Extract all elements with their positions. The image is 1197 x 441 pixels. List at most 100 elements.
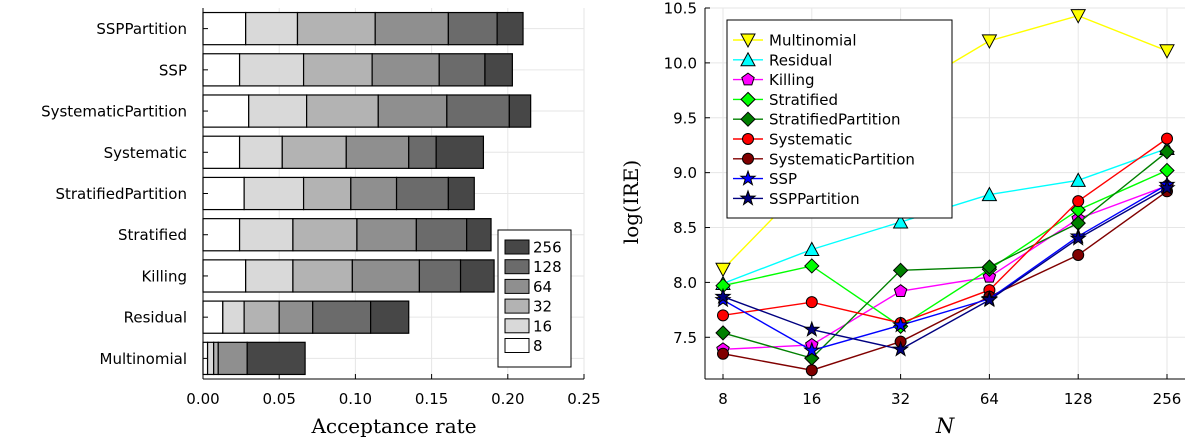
log-ire-line-chart: 8 16 32 64 128 256 7.5 8.0 8.5 9.0 9.5 10.0 10.5 N l…: [619, 0, 1185, 438]
bar-segment: [415, 218, 468, 252]
y-tick-label: Multinomial: [100, 350, 188, 368]
y-tick-label: 10.5: [664, 0, 697, 18]
bar-segment: [302, 176, 352, 211]
data-point: [803, 320, 821, 337]
data-point: [1072, 195, 1085, 208]
series-line: [722, 187, 1168, 351]
x-tick-label: 256: [1153, 390, 1182, 408]
bar-segment: [243, 176, 305, 211]
data-point: [1161, 132, 1173, 145]
legend-label: 8: [533, 337, 543, 355]
legend-marker: [740, 111, 756, 127]
bar-segment: [245, 259, 294, 293]
bar-segment: [292, 259, 353, 293]
legend-marker: [740, 33, 756, 49]
legend-frame: [726, 19, 953, 219]
data-point: [892, 262, 909, 279]
bar-segment: [278, 300, 314, 334]
bar-segment: [281, 135, 347, 169]
bar-segment: [418, 259, 462, 293]
bar-segment: [356, 218, 417, 252]
y-tick-label: Residual: [124, 309, 187, 327]
bar-segment: [248, 94, 308, 128]
bar-segment: [202, 94, 250, 128]
data-point: [717, 347, 729, 360]
left-tick-labels: 0.00 0.05 0.10 0.15 0.20 0.25 Multinomial Resid…: [41, 20, 601, 408]
left-x-axis-label: Acceptance rate: [310, 414, 476, 438]
bar-segment: [377, 94, 448, 128]
legend-label: 256: [533, 239, 562, 257]
bar-segment: [202, 176, 245, 211]
data-point: [1159, 144, 1175, 160]
bar-segment: [345, 135, 410, 169]
data-point: [717, 309, 729, 322]
series-line: [722, 184, 1168, 352]
legend-swatch: [504, 239, 530, 255]
y-tick-label: Systematic: [104, 144, 187, 162]
legend-label: 32: [533, 298, 552, 316]
x-tick-label: 0.10: [339, 390, 372, 408]
y-tick-label: Killing: [141, 267, 187, 285]
legend-label: Residual: [769, 51, 832, 69]
data-point: [981, 186, 998, 202]
bar-segment: [438, 53, 486, 87]
right-axes: [704, 8, 1185, 380]
x-tick-label: 0.25: [567, 390, 600, 408]
data-point: [803, 241, 820, 256]
y-tick-label: Stratified: [118, 226, 187, 244]
y-tick-label: 8.0: [673, 274, 697, 292]
data-point: [715, 262, 731, 278]
y-tick-label: SSP: [159, 61, 187, 79]
series-line: [722, 138, 1168, 324]
data-point: [892, 316, 910, 333]
legend-marker: [739, 169, 757, 186]
legend-marker: [741, 72, 755, 86]
legend-label: 16: [533, 317, 552, 335]
legend-swatch: [504, 318, 530, 334]
bar-segment: [202, 218, 241, 252]
data-point: [714, 287, 732, 304]
bar-segment: [370, 300, 410, 334]
data-point: [715, 325, 731, 341]
x-tick-label: 0.15: [415, 390, 448, 408]
y-tick-label: 9.0: [673, 164, 697, 182]
right-x-axis-label: N: [935, 414, 955, 438]
bar-segment: [202, 11, 247, 46]
legend-marker: [739, 189, 757, 206]
bar-segment: [447, 11, 498, 46]
right-tick-labels: 8 16 32 64 128 256 7.5 8.0 8.5 9.0 9.5 10.0 10.5: [664, 0, 1182, 408]
legend-marker: [740, 91, 756, 108]
x-tick-label: 8: [718, 390, 728, 408]
bar-segment: [222, 300, 245, 334]
bar-segment: [466, 218, 492, 252]
y-tick-label: SystematicPartition: [41, 103, 187, 121]
bar-segment: [351, 259, 421, 293]
data-point: [805, 364, 818, 377]
bar-segment: [238, 218, 294, 252]
bar-segment: [395, 176, 449, 211]
bar-segment: [202, 259, 247, 293]
bar-segment: [435, 135, 485, 169]
right-y-axis-label: log(IRE): [619, 160, 643, 244]
bar-segment: [302, 53, 373, 87]
data-point: [805, 296, 818, 309]
data-point: [803, 341, 821, 358]
bar-segment: [213, 341, 219, 376]
bar-segment: [202, 53, 241, 87]
bar-segment: [447, 176, 475, 211]
bar-segment: [306, 94, 379, 128]
data-point: [1159, 44, 1175, 59]
bar-segment: [217, 341, 248, 376]
legend-swatch: [504, 259, 530, 275]
bar-segment: [238, 135, 283, 169]
data-point: [1072, 248, 1085, 261]
bar-segment: [508, 94, 532, 128]
bar-segment: [243, 300, 280, 334]
bar-segment: [374, 11, 449, 46]
y-tick-label: SSPPartition: [96, 20, 187, 38]
data-point: [892, 213, 909, 229]
bar-segment: [484, 53, 513, 87]
data-point: [1070, 172, 1087, 187]
legend-swatch: [504, 278, 530, 294]
